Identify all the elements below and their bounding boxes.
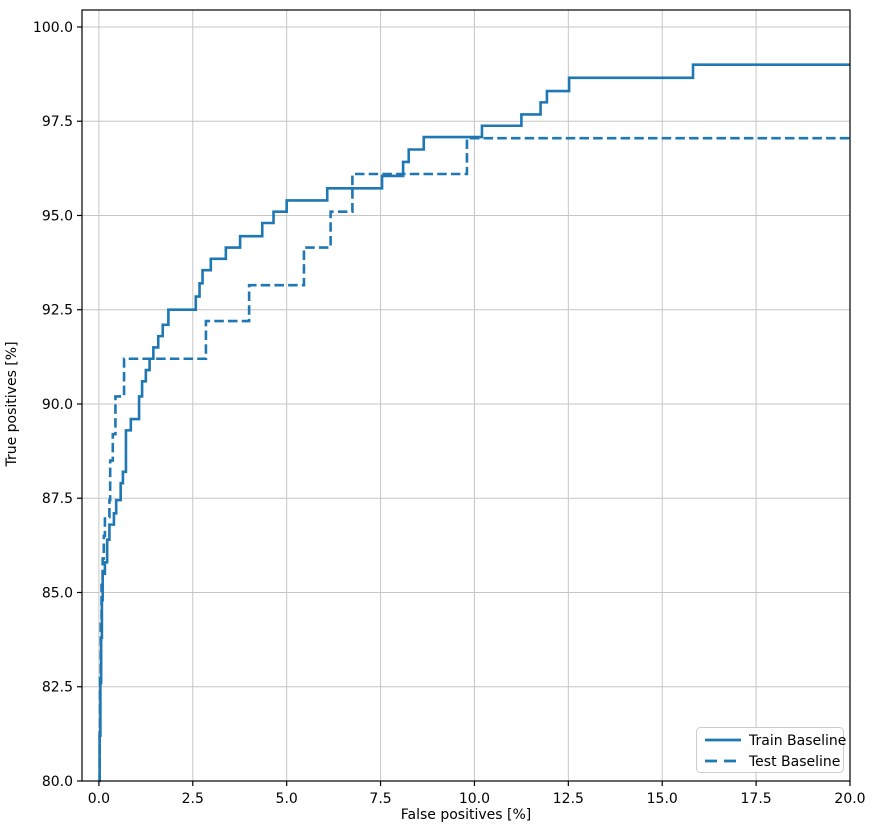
y-tick-label: 80.0	[42, 774, 73, 790]
x-tick-label: 5.0	[276, 791, 298, 807]
x-tick-label: 17.5	[741, 791, 772, 807]
grid-layer	[82, 10, 851, 782]
y-tick-label: 92.5	[42, 303, 73, 319]
y-tick-label: 100.0	[33, 20, 73, 36]
series-layer	[98, 63, 850, 782]
tick-label-layer: 0.0 2.5 5.0 7.5 10.0 12.5 15.0 17.5 20.0 80.0 82.5…	[33, 20, 866, 807]
x-axis-label: False positives [%]	[401, 807, 531, 823]
x-tick-label: 12.5	[553, 791, 584, 807]
y-tick-label: 95.0	[42, 208, 73, 224]
legend-train-label: Train Baseline	[748, 733, 846, 749]
x-tick-label: 2.5	[182, 791, 204, 807]
y-tick-label: 85.0	[42, 585, 73, 601]
x-tick-label: 20.0	[834, 791, 865, 807]
tick-layer	[77, 26, 851, 786]
legend: Train Baseline Test Baseline	[696, 727, 846, 773]
y-tick-label: 87.5	[42, 491, 73, 507]
x-tick-label: 15.0	[647, 791, 678, 807]
series-line-train-baseline	[98, 63, 850, 782]
x-tick-label: 7.5	[369, 791, 391, 807]
x-tick-label: 10.0	[459, 791, 490, 807]
legend-test-label: Test Baseline	[748, 754, 840, 770]
series-line-test-baseline	[98, 136, 850, 782]
y-axis-label: True positives [%]	[4, 341, 20, 467]
plot-border	[81, 9, 851, 782]
y-tick-label: 97.5	[42, 114, 73, 130]
y-tick-label: 82.5	[42, 680, 73, 696]
y-tick-label: 90.0	[42, 397, 73, 413]
x-tick-label: 0.0	[88, 791, 110, 807]
